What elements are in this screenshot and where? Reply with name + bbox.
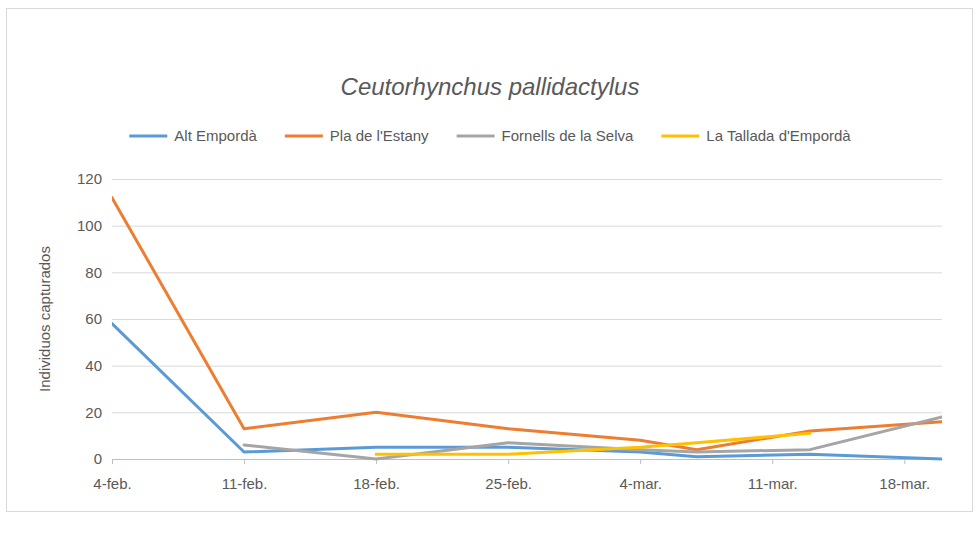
x-tick-label: 18-feb. — [353, 475, 400, 492]
x-tick-mark — [640, 459, 641, 464]
legend-swatch — [129, 135, 167, 138]
series-lines — [112, 198, 942, 459]
legend-label: Pla de l'Estany — [330, 127, 429, 144]
x-tick-label: 11-feb. — [222, 475, 268, 492]
grid-line — [112, 226, 942, 227]
grid-line — [112, 459, 942, 460]
x-axis: 4-feb. 11-feb. 18-feb. 25-feb. 4-mar. 11-mar.… — [93, 459, 942, 492]
y-tick-label: 80 — [85, 264, 102, 281]
y-tick-label: 0 — [94, 450, 102, 467]
grid — [112, 180, 942, 460]
legend-label: Fornells de la Selva — [502, 127, 634, 144]
y-tick: 0 — [94, 450, 112, 467]
x-tick-label: 18-mar. — [879, 475, 930, 492]
legend-label: La Tallada d'Empordà — [706, 127, 851, 144]
series-line — [112, 324, 942, 459]
chart: 0 20 40 60 80 100 120 4-feb. 11-feb. 18-feb. 25-fe… — [0, 0, 980, 560]
y-axis-title: Individuos capturados — [36, 246, 53, 392]
y-tick: 100 — [77, 217, 112, 234]
x-tick: 4-feb. — [93, 459, 131, 492]
x-tick: 11-feb. — [222, 459, 268, 492]
grid-line — [112, 366, 942, 367]
x-tick-mark — [508, 459, 509, 464]
grid-line — [112, 179, 942, 180]
legend-item: Pla de l'Estany — [285, 127, 429, 144]
x-tick: 18-mar. — [879, 459, 930, 492]
y-tick-label: 40 — [85, 357, 102, 374]
legend-label: Alt Empordà — [174, 127, 257, 144]
x-tick: 25-feb. — [485, 459, 532, 492]
y-tick-label: 20 — [85, 404, 102, 421]
grid-line — [112, 272, 942, 273]
y-tick: 40 — [85, 357, 112, 374]
y-tick-label: 60 — [85, 310, 102, 327]
x-tick-label: 4-mar. — [619, 475, 662, 492]
y-tick: 120 — [77, 170, 112, 187]
legend-item: La Tallada d'Empordà — [661, 127, 851, 144]
y-tick: 80 — [85, 264, 112, 281]
legend-swatch — [285, 135, 323, 138]
x-tick-label: 4-feb. — [93, 475, 131, 492]
series-line — [244, 417, 942, 459]
y-tick-label: 120 — [77, 170, 102, 187]
chart-title: Ceutorhynchus pallidactylus — [341, 73, 640, 100]
series-line — [376, 433, 810, 454]
legend-item: Fornells de la Selva — [457, 127, 634, 144]
x-tick-label: 11-mar. — [748, 475, 798, 492]
legend: Alt Empordà Pla de l'Estany Fornells de la… — [129, 127, 851, 144]
x-tick: 11-mar. — [748, 459, 798, 492]
x-tick-mark — [772, 459, 773, 464]
y-axis-line — [112, 180, 113, 460]
x-tick: 18-feb. — [353, 459, 400, 492]
y-axis: 0 20 40 60 80 100 120 — [77, 170, 113, 467]
legend-swatch — [661, 135, 699, 138]
x-tick: 4-mar. — [619, 459, 662, 492]
legend-swatch — [457, 135, 495, 138]
x-axis-line — [113, 459, 943, 460]
y-tick-label: 100 — [77, 217, 102, 234]
grid-line — [112, 319, 942, 320]
series-line — [112, 198, 942, 450]
x-tick-mark — [904, 459, 905, 464]
x-tick-mark — [244, 459, 245, 464]
y-tick: 60 — [85, 310, 112, 327]
x-tick-label: 25-feb. — [485, 475, 532, 492]
legend-item: Alt Empordà — [129, 127, 257, 144]
y-tick: 20 — [85, 404, 112, 421]
chart-frame — [7, 9, 973, 512]
x-tick-mark — [112, 459, 113, 464]
